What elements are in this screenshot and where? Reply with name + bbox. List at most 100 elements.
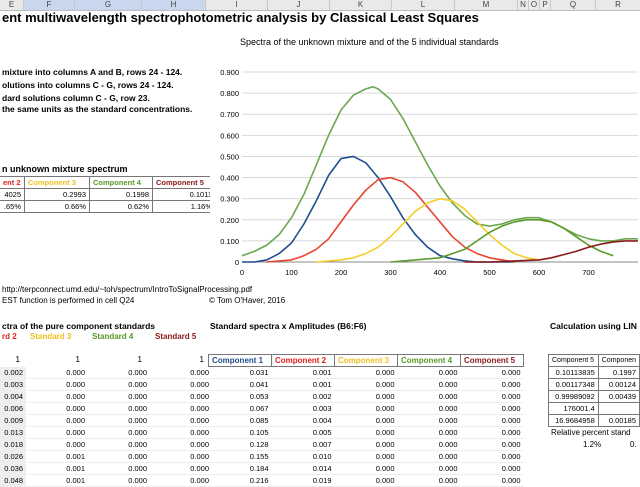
table-cell[interactable]: 0.00185 (597, 414, 640, 427)
table-cell[interactable]: 0.005 (271, 426, 335, 439)
table-cell[interactable]: 0.155 (208, 450, 272, 463)
table-cell[interactable]: 0.000 (397, 426, 461, 439)
table-cell[interactable]: 0.000 (334, 390, 398, 403)
table-cell[interactable]: 0.000 (334, 462, 398, 475)
table-cell[interactable]: 0.000 (397, 366, 461, 379)
table-cell[interactable]: 0.085 (208, 414, 272, 427)
amp-heading[interactable]: Standard spectra x Amplitudes (B6:F6) (210, 321, 367, 331)
column-header[interactable]: I (206, 0, 268, 10)
table-cell[interactable]: 0.000 (26, 390, 88, 403)
table-cell[interactable]: 0.000 (460, 378, 524, 391)
copyright-text[interactable]: © Tom O'Haver, 2016 (209, 296, 286, 305)
table-cell[interactable]: 0.009 (0, 414, 26, 427)
table-cell[interactable]: 0.128 (208, 438, 272, 451)
table-cell[interactable]: 0.000 (397, 414, 461, 427)
table-cell[interactable]: 0.010 (271, 450, 335, 463)
column-header[interactable]: E (0, 0, 24, 10)
table-cell[interactable]: 0.000 (150, 390, 212, 403)
rel-label[interactable]: Relative percent stand (551, 428, 631, 437)
table-cell[interactable]: 0.036 (0, 462, 26, 475)
table-cell[interactable]: 4025 (0, 188, 25, 201)
table-cell[interactable]: 0.000 (460, 474, 524, 487)
table-cell[interactable]: 0.048 (0, 474, 26, 487)
table-cell[interactable]: 0.000 (334, 438, 398, 451)
mixture-header[interactable]: Component 4 (89, 176, 153, 189)
table-cell[interactable]: 0.053 (208, 390, 272, 403)
table-cell[interactable]: 176001.4 (548, 402, 599, 415)
table-cell[interactable]: 0.001 (271, 378, 335, 391)
table-cell[interactable]: 0.000 (334, 426, 398, 439)
mixture-header[interactable]: Component 5 (152, 176, 216, 189)
table-cell[interactable]: .65% (0, 200, 25, 213)
table-cell[interactable]: 0.184 (208, 462, 272, 475)
table-cell[interactable]: 0.000 (334, 414, 398, 427)
table-cell[interactable]: 0.00439 (597, 390, 640, 403)
table-cell[interactable]: 0.000 (397, 378, 461, 391)
table-cell[interactable]: 0.000 (397, 462, 461, 475)
table-cell[interactable]: 0.013 (0, 426, 26, 439)
column-header[interactable]: M (455, 0, 518, 10)
url-text[interactable]: http://terpconnect.umd.edu/~toh/spectrum… (2, 285, 253, 294)
table-cell[interactable]: 0.10113835 (548, 366, 599, 379)
table-cell[interactable]: 0.041 (208, 378, 272, 391)
table-cell[interactable]: 0.000 (460, 426, 524, 439)
amp-header[interactable]: Component 4 (397, 354, 461, 367)
table-cell[interactable]: 0.216 (208, 474, 272, 487)
table-cell[interactable]: 0.66% (24, 200, 90, 213)
table-cell[interactable]: 0.000 (88, 402, 150, 415)
instruction-line[interactable]: dard solutions column C - G, row 23. (2, 93, 150, 103)
table-cell[interactable]: 0.000 (88, 450, 150, 463)
instruction-line[interactable]: the same units as the standard concentra… (2, 104, 193, 114)
table-cell[interactable]: 0.067 (208, 402, 272, 415)
note-text[interactable]: EST function is performed in cell Q24 (2, 296, 135, 305)
table-cell[interactable]: 0.001 (26, 462, 88, 475)
table-cell[interactable]: 0.004 (0, 390, 26, 403)
table-cell[interactable]: 0.000 (150, 367, 212, 379)
table-cell[interactable]: 0.002 (271, 390, 335, 403)
pure-header[interactable]: Standard 4 (92, 332, 134, 341)
table-cell[interactable]: 0.000 (88, 378, 150, 391)
amp-header[interactable]: Component 2 (271, 354, 335, 367)
table-cell[interactable]: 0.000 (397, 474, 461, 487)
sheet-title[interactable]: ent multiwavelength spectrophotometric a… (2, 10, 479, 25)
table-cell[interactable]: 0.019 (271, 474, 335, 487)
column-header[interactable]: J (268, 0, 330, 10)
table-cell[interactable]: 0.000 (150, 378, 212, 391)
instruction-line[interactable]: olutions into columns C - G, rows 24 - 1… (2, 80, 174, 90)
table-cell[interactable]: 0.000 (26, 367, 88, 379)
table-cell[interactable]: 1 (137, 355, 142, 364)
table-cell[interactable]: 0.00124 (597, 378, 640, 391)
table-cell[interactable]: 0.000 (460, 402, 524, 415)
table-cell[interactable]: 1 (75, 355, 80, 364)
calc-header[interactable]: Componen (597, 354, 640, 367)
table-cell[interactable]: 0.014 (271, 462, 335, 475)
pure-header[interactable]: Standard 3 (30, 332, 72, 341)
table-cell[interactable]: 1.16% (152, 200, 216, 213)
column-header[interactable]: Q (551, 0, 596, 10)
table-cell[interactable]: 0.000 (334, 366, 398, 379)
pure-header[interactable]: rd 2 (2, 332, 17, 341)
table-cell[interactable]: 0.001 (26, 450, 88, 463)
instruction-line[interactable]: mixture into columns A and B, rows 24 - … (2, 67, 183, 77)
table-cell[interactable]: 0.001 (271, 366, 335, 379)
column-header[interactable]: H (142, 0, 206, 10)
table-cell[interactable]: 0.018 (0, 438, 26, 451)
table-cell[interactable]: 0.000 (150, 438, 212, 451)
table-cell[interactable]: 0.00117348 (548, 378, 599, 391)
table-cell[interactable]: 0.99989092 (548, 390, 599, 403)
table-cell[interactable]: 0.000 (460, 414, 524, 427)
table-cell[interactable]: 0.000 (150, 426, 212, 439)
amp-header[interactable]: Component 3 (334, 354, 398, 367)
table-cell[interactable]: 0.1997 (597, 366, 640, 379)
table-cell[interactable]: 1 (15, 355, 20, 364)
table-cell[interactable]: 0.000 (88, 462, 150, 475)
column-header[interactable]: O (529, 0, 540, 10)
table-cell[interactable]: 0.004 (271, 414, 335, 427)
table-cell[interactable]: 0.000 (88, 390, 150, 403)
table-cell[interactable]: 0.000 (460, 390, 524, 403)
table-cell[interactable]: 0.000 (88, 426, 150, 439)
pure-header[interactable]: Standard 5 (155, 332, 197, 341)
table-cell[interactable]: 0.000 (397, 390, 461, 403)
table-cell[interactable]: 0.62% (89, 200, 153, 213)
table-cell[interactable]: 0.003 (271, 402, 335, 415)
